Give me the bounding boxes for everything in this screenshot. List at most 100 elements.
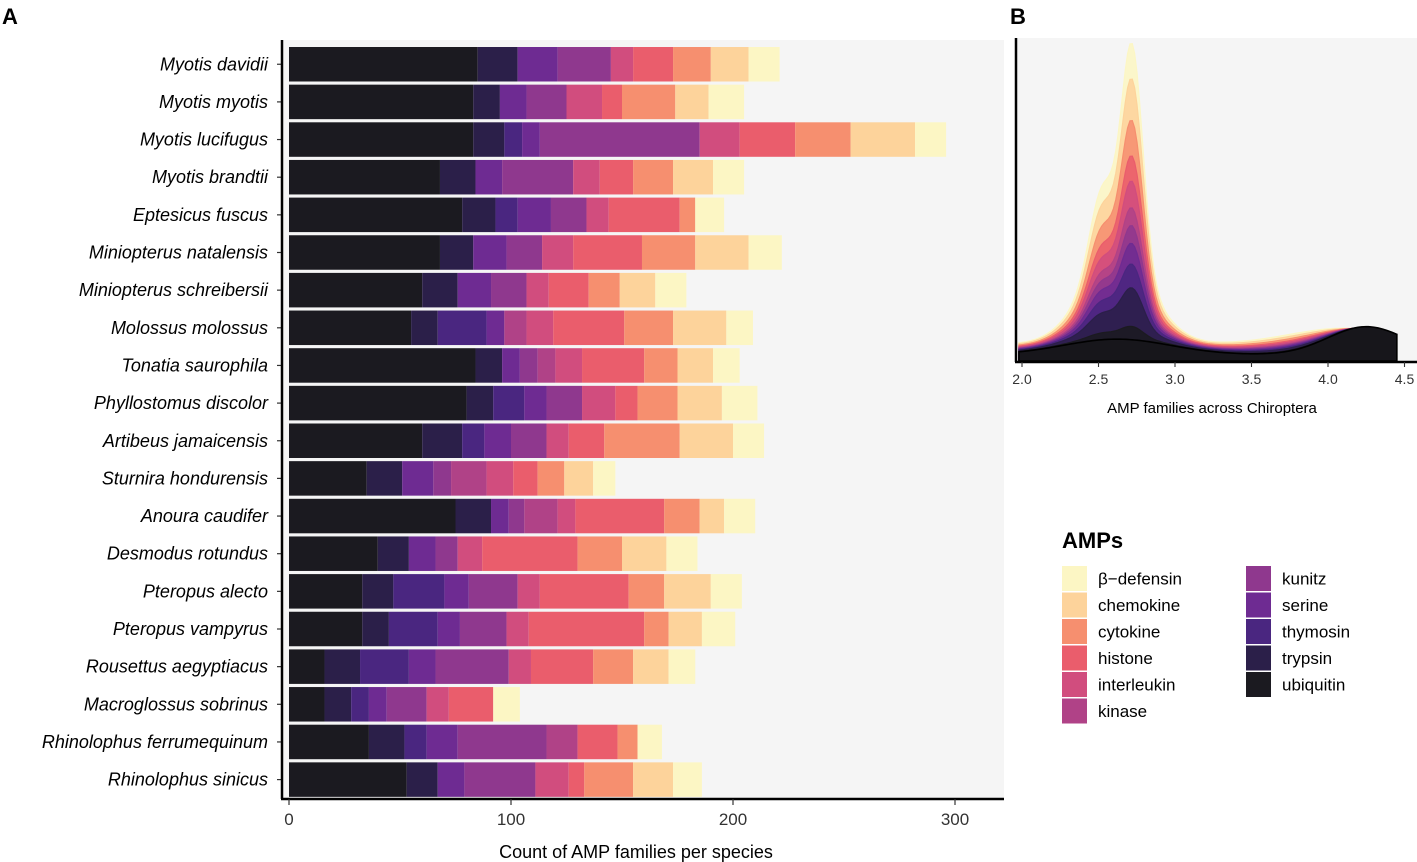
bar-segment-ubiquitin-15: [289, 611, 363, 647]
panel-a-bars: [289, 47, 947, 797]
bar-segment-interleukin-0: [610, 47, 634, 82]
legend-label: serine: [1282, 596, 1328, 615]
legend-items: β−defensin chemokine cytokine histone interl…: [1062, 566, 1350, 724]
legend-swatch: [1246, 672, 1271, 697]
species-label: Eptesicus fuscus: [133, 205, 268, 225]
bar-segment-cytokine-6: [588, 272, 620, 308]
panel-a-x-axis-title: Count of AMP families per species: [499, 842, 773, 862]
bar-segment-serine-12: [491, 498, 509, 534]
bar-segment-trypsin-1: [473, 84, 500, 120]
bar-segment-histone-10: [568, 423, 605, 458]
bar-segment-cytokine-0: [673, 47, 711, 82]
species-label: Pteropus vampyrus: [113, 619, 268, 639]
bar-segment-cytokine-13: [577, 536, 622, 571]
species-label: Tonatia saurophila: [122, 355, 268, 375]
bar-segment-cytokine-19: [584, 762, 634, 797]
species-label: Sturnira hondurensis: [102, 468, 268, 488]
species-label: Desmodus rotundus: [107, 544, 268, 564]
bar-segment-trypsin-0: [477, 47, 518, 82]
legend-label: cytokine: [1098, 623, 1160, 642]
legend-label: β−defensin: [1098, 570, 1182, 589]
bar-segment-ubiquitin-11: [289, 461, 367, 496]
species-label: Myotis myotis: [159, 92, 268, 112]
bar-segment-defensin-8: [713, 348, 740, 383]
bar-segment-ubiquitin-4: [289, 197, 463, 233]
bar-segment-serine-10: [484, 423, 511, 458]
bar-segment-trypsin-4: [462, 197, 496, 233]
bar-segment-interleukin-4: [586, 197, 609, 233]
bar-segment-serine-17: [368, 687, 387, 722]
legend-label: thymosin: [1282, 623, 1350, 642]
bar-segment-trypsin-19: [406, 762, 438, 797]
bar-segment-cytokine-16: [593, 649, 634, 684]
bar-segment-interleukin-10: [546, 423, 569, 458]
x-tick-label: 200: [719, 810, 747, 829]
bar-segment-cytokine-18: [617, 724, 638, 760]
bar-segment-interleukin-13: [457, 536, 483, 571]
legend-swatch: [1246, 619, 1271, 644]
bar-segment-ubiquitin-9: [289, 385, 467, 421]
bar-segment-histone-5: [573, 235, 642, 270]
legend-label: interleukin: [1098, 676, 1176, 695]
bar-segment-interleukin-14: [517, 574, 540, 609]
bar-segment-trypsin-8: [475, 348, 503, 383]
bar-segment-interleukin-3: [573, 159, 600, 195]
bar-segment-serine-5: [473, 235, 507, 270]
legend-label: kunitz: [1282, 570, 1326, 589]
bar-segment-interleukin-11: [486, 461, 514, 496]
bar-segment-ubiquitin-8: [289, 348, 476, 383]
bar-segment-thymosin-18: [404, 724, 427, 760]
bar-segment-kunitz-11: [433, 461, 452, 496]
species-label: Miniopterus schreibersii: [79, 280, 269, 300]
bar-segment-defensin-4: [695, 197, 725, 233]
bar-segment-chemokine-8: [677, 348, 714, 383]
bar-segment-defensin-10: [733, 423, 765, 458]
bar-segment-chemokine-15: [668, 611, 702, 647]
bar-segment-serine-7: [486, 310, 505, 346]
bar-segment-histone-8: [582, 348, 645, 383]
bar-segment-ubiquitin-1: [289, 84, 474, 120]
bar-segment-chemokine-13: [622, 536, 667, 571]
bar-segment-kinase-11: [451, 461, 487, 496]
bar-segment-defensin-12: [724, 498, 756, 534]
bar-segment-kunitz-19: [464, 762, 536, 797]
bar-segment-kunitz-2: [539, 122, 700, 157]
bar-segment-kunitz-1: [526, 84, 567, 120]
x-tick-label: 3.0: [1165, 371, 1185, 387]
bar-segment-cytokine-11: [537, 461, 565, 496]
bar-segment-histone-16: [530, 649, 594, 684]
x-tick-label: 0: [284, 810, 293, 829]
bar-segment-kunitz-6: [491, 272, 527, 308]
bar-segment-thymosin-14: [393, 574, 445, 609]
bar-segment-ubiquitin-7: [289, 310, 412, 346]
bar-segment-cytokine-4: [679, 197, 696, 233]
bar-segment-histone-7: [553, 310, 625, 346]
bar-segment-chemokine-19: [633, 762, 674, 797]
bar-segment-trypsin-16: [324, 649, 361, 684]
bar-segment-ubiquitin-10: [289, 423, 423, 458]
bar-segment-cytokine-1: [622, 84, 676, 120]
bar-segment-kunitz-18: [457, 724, 547, 760]
species-label: Macroglossus sobrinus: [84, 694, 268, 714]
legend-title: AMPs: [1062, 528, 1123, 553]
bar-segment-ubiquitin-3: [289, 159, 440, 195]
panel-a-bar-chart: Myotis davidii Myotis myotis Myotis lucifu…: [42, 40, 1004, 862]
bar-segment-chemokine-2: [850, 122, 916, 157]
bar-segment-defensin-9: [721, 385, 758, 421]
bar-segment-histone-12: [575, 498, 665, 534]
bar-segment-thymosin-4: [495, 197, 518, 233]
bar-segment-serine-6: [457, 272, 492, 308]
bar-segment-thymosin-7: [437, 310, 487, 346]
bar-segment-trypsin-12: [455, 498, 492, 534]
bar-segment-chemokine-3: [673, 159, 714, 195]
bar-segment-interleukin-9: [582, 385, 616, 421]
bar-segment-chemokine-1: [675, 84, 709, 120]
bar-segment-cytokine-12: [664, 498, 700, 534]
bar-segment-histone-6: [548, 272, 589, 308]
bar-segment-trypsin-3: [439, 159, 476, 195]
panel-b-density-chart: 2.0 2.5 3.0 3.5 4.0 4.5 AMP families across C…: [1012, 38, 1417, 417]
bar-segment-cytokine-2: [795, 122, 851, 157]
bar-segment-cytokine-15: [644, 611, 669, 647]
bar-segment-defensin-13: [666, 536, 698, 571]
